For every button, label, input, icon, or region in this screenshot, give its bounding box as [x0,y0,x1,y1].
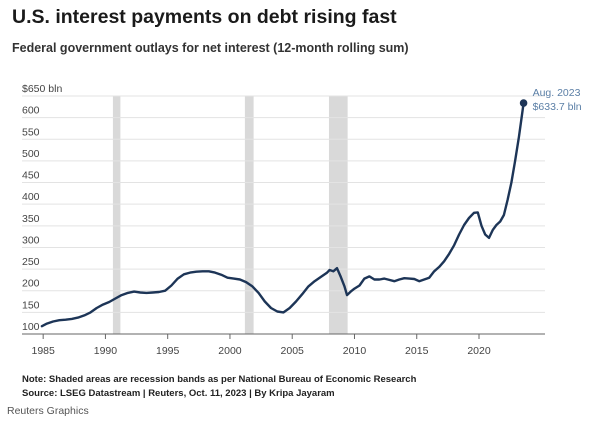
y-axis-labels: 100 150 200 250 300 350 400 450 500 550 600 $650 bl… [22,83,62,333]
x-tick-label: 1995 [156,345,180,357]
y-tick-label: 550 [22,126,40,138]
y-tick-label: 450 [22,170,40,182]
x-tick-label: 2020 [467,345,491,357]
y-tick-label: 150 [22,299,40,311]
x-tick-label: 2015 [405,345,429,357]
y-tick-label: 250 [22,256,40,268]
recession-bands [112,96,348,334]
y-tick-label: 200 [22,278,40,290]
x-axis: 1985 1990 1995 2000 2005 2010 2015 2020 [22,333,545,357]
x-tick-label: 1985 [31,345,55,357]
y-tick-label: 500 [22,148,40,160]
y-tick-label: 350 [22,213,40,225]
endpoint-date-label: Aug. 2023 [533,87,581,99]
y-tick-label: 100 [22,321,40,333]
x-tick-label: 2010 [343,345,367,357]
chart-subtitle: Federal government outlays for net inter… [12,41,409,55]
chart-title: U.S. interest payments on debt rising fa… [12,6,397,28]
x-tick-label: 1990 [94,345,118,357]
chart-credit: Reuters Graphics [7,405,89,417]
endpoint-value-label: $633.7 bln [533,101,582,113]
y-tick-label: $650 bln [22,83,62,95]
gridlines [22,95,545,335]
recession-band [244,96,254,334]
chart-note: Note: Shaded areas are recession bands a… [22,374,417,385]
interest-outlays-line [40,101,525,328]
endpoint-marker [519,99,528,107]
y-tick-label: 300 [22,234,40,246]
series-line [40,101,525,328]
recession-band [328,96,348,334]
x-tick-label: 2005 [281,345,305,357]
endpoint-annotation: Aug. 2023 $633.7 bln [519,87,582,113]
y-tick-label: 600 [22,105,40,117]
chart-source: Source: LSEG Datastream | Reuters, Oct. … [22,388,335,399]
recession-band [112,96,121,334]
x-tick-label: 2000 [218,345,242,357]
y-tick-label: 400 [22,191,40,203]
